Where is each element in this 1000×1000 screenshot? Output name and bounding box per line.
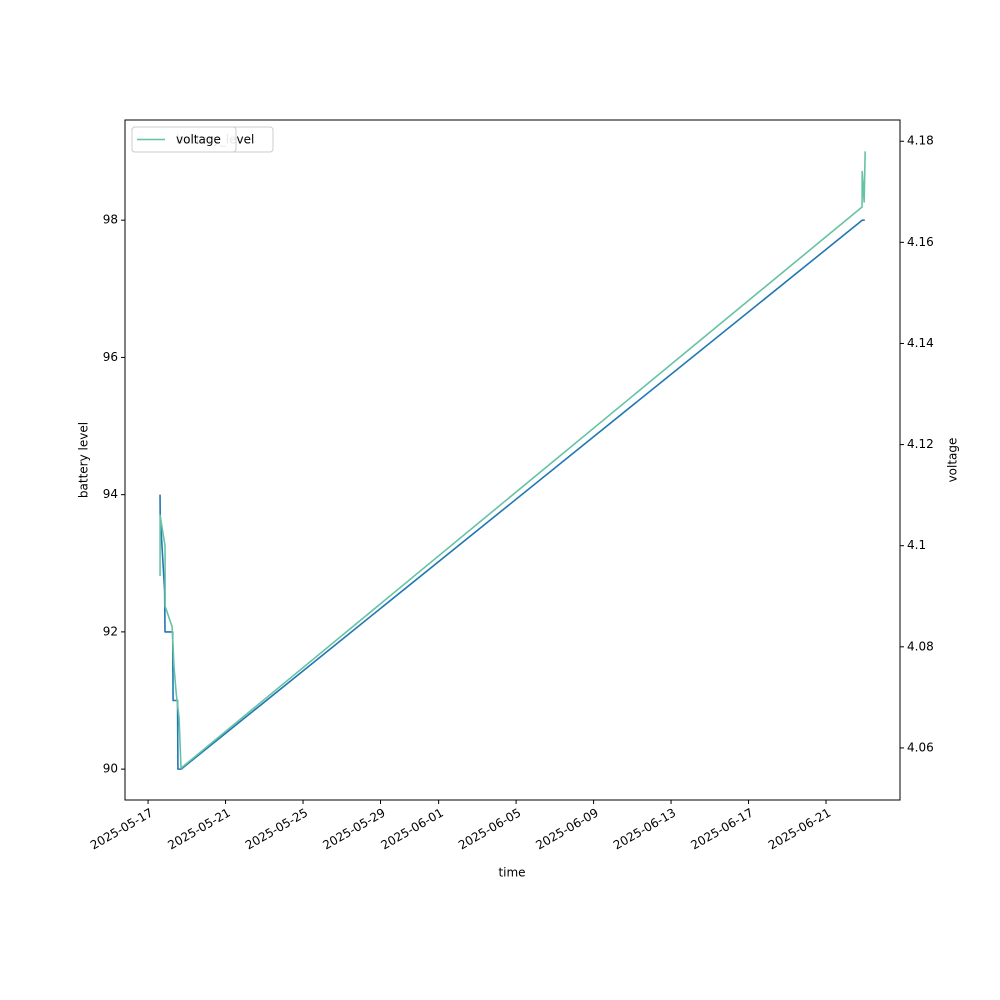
y2-tick-label: 4.08 bbox=[907, 639, 934, 653]
x-tick-label: 2025-05-29 bbox=[320, 806, 387, 853]
data-line bbox=[159, 151, 866, 769]
y2-tick-label: 4.18 bbox=[907, 134, 934, 148]
x-tick-label: 2025-06-09 bbox=[533, 806, 600, 853]
y-tick-label: 96 bbox=[103, 350, 118, 364]
x-tick-label: 2025-05-25 bbox=[243, 806, 310, 853]
x-tick-label: 2025-05-21 bbox=[165, 806, 232, 853]
y-tick-label: 92 bbox=[103, 624, 118, 638]
x-tick-label: 2025-06-05 bbox=[456, 806, 523, 853]
y2-tick-label: 4.12 bbox=[907, 437, 934, 451]
y2-tick-label: 4.1 bbox=[907, 538, 926, 552]
x-tick-label: 2025-06-13 bbox=[611, 806, 678, 853]
x-tick-label: 2025-06-01 bbox=[378, 806, 445, 853]
y2-tick-label: 4.14 bbox=[907, 336, 934, 350]
legend-box bbox=[131, 126, 237, 153]
plot-frame bbox=[124, 119, 901, 801]
y-tick-label: 90 bbox=[103, 762, 118, 776]
y-tick-label: 98 bbox=[103, 213, 118, 227]
y2-tick-label: 4.16 bbox=[907, 235, 934, 249]
x-tick-label: 2025-06-17 bbox=[688, 806, 755, 853]
data-line bbox=[159, 219, 865, 770]
x-tick-label: 2025-05-17 bbox=[88, 806, 155, 853]
legend-label: voltage bbox=[176, 133, 221, 147]
x-axis-label: time bbox=[498, 866, 525, 880]
x-tick-label: 2025-06-21 bbox=[766, 806, 833, 853]
y2-axis-label: voltage bbox=[946, 438, 960, 483]
y-axis-label: battery level bbox=[77, 422, 91, 498]
y2-tick-label: 4.06 bbox=[907, 740, 934, 754]
legend: voltage bbox=[131, 126, 237, 153]
y-tick-label: 94 bbox=[103, 487, 118, 501]
